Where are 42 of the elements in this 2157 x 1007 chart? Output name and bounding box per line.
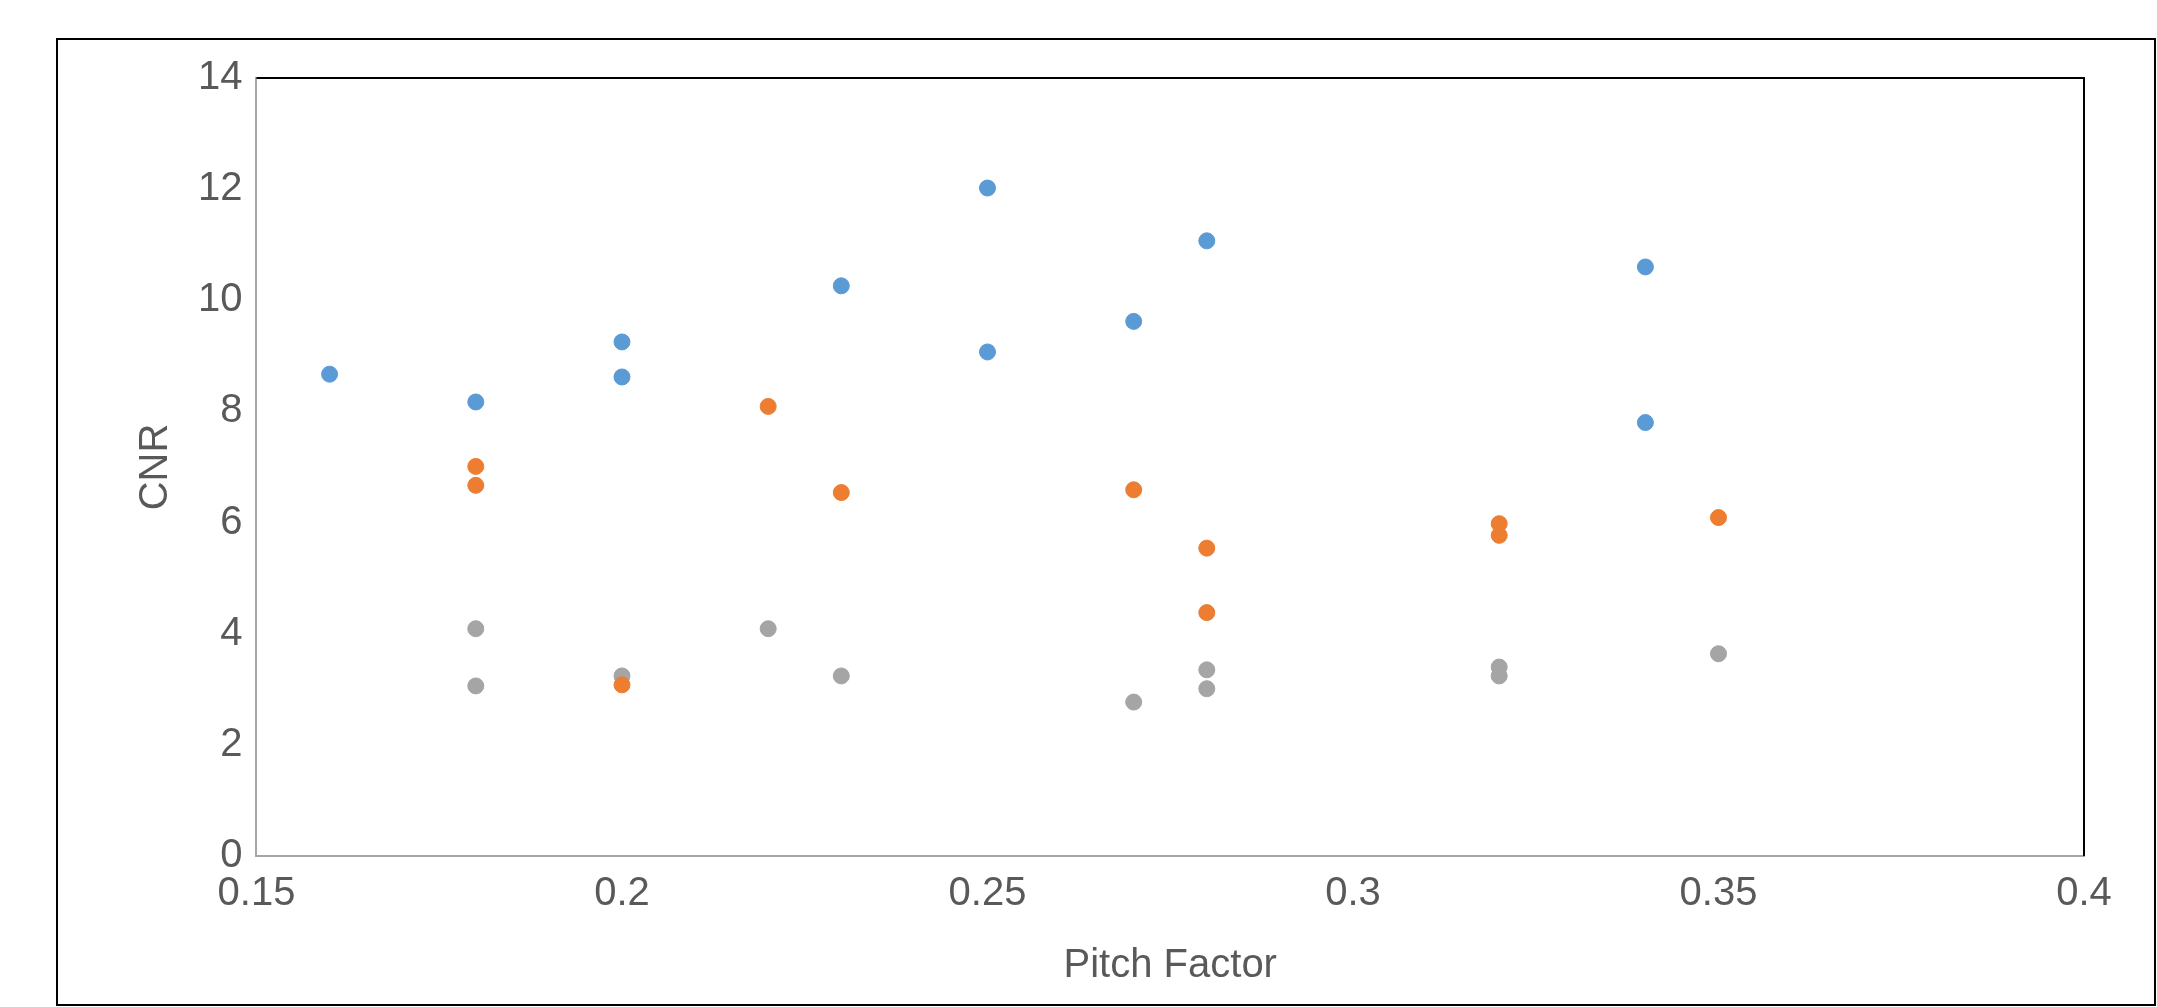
y-tick-label: 4	[220, 608, 243, 653]
x-tick-label: 0.2	[594, 869, 650, 914]
point	[979, 179, 996, 197]
x-tick-label: 0.4	[2056, 869, 2112, 914]
x-tick-label: 0.3	[1325, 869, 1381, 914]
point	[1198, 661, 1216, 679]
point	[1198, 680, 1216, 698]
point	[1198, 539, 1216, 557]
x-tick-label: 0.25	[948, 869, 1027, 914]
point	[832, 484, 850, 502]
point	[1198, 604, 1216, 622]
point	[832, 667, 850, 685]
point	[467, 620, 485, 638]
point	[467, 393, 485, 411]
y-tick-label: 6	[220, 497, 243, 542]
point	[759, 620, 777, 638]
y-tick-label: 12	[197, 164, 243, 209]
point	[1125, 481, 1143, 499]
point	[1125, 693, 1143, 711]
point	[1710, 645, 1727, 663]
point	[979, 343, 996, 361]
point	[467, 457, 485, 475]
x-axis-title: Pitch Factor	[1063, 941, 1277, 986]
y-tick-label: 8	[220, 386, 243, 431]
point	[613, 333, 631, 351]
point	[613, 676, 631, 694]
point	[1636, 258, 1654, 276]
y-tick-label: 2	[220, 719, 243, 764]
point	[1710, 509, 1727, 527]
point	[1125, 312, 1143, 330]
point	[467, 476, 485, 494]
y-tick-label: 10	[197, 275, 243, 320]
point	[1636, 414, 1654, 432]
point	[467, 677, 485, 695]
y-axis-title: CNR	[131, 423, 176, 511]
point	[759, 397, 777, 415]
y-tick-label: 14	[197, 53, 243, 98]
point	[1198, 232, 1216, 250]
point	[613, 368, 631, 386]
point	[321, 365, 339, 383]
x-tick-label: 0.35	[1679, 869, 1758, 914]
point	[832, 277, 850, 295]
